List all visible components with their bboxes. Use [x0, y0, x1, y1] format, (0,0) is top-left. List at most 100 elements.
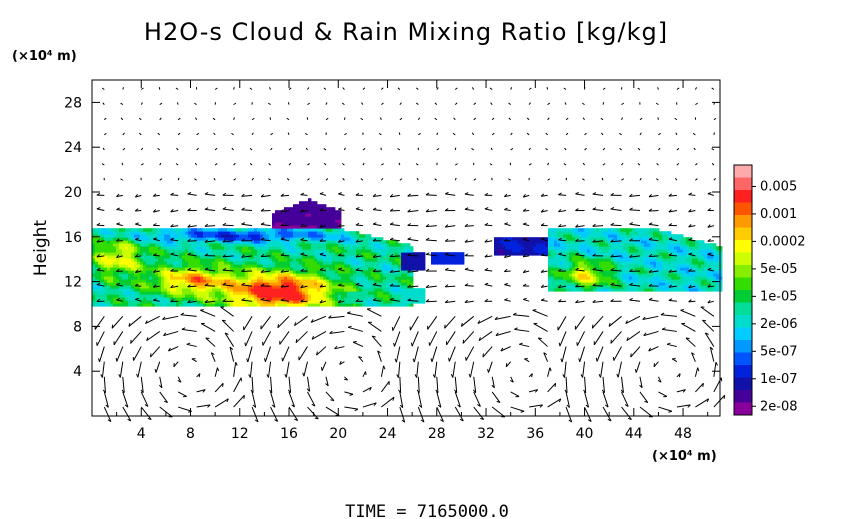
- cloud-cell: [644, 258, 648, 262]
- cloud-cell: [572, 243, 576, 247]
- cloud-cell: [347, 273, 351, 277]
- cloud-cell: [113, 264, 117, 268]
- cloud-cell: [134, 252, 138, 256]
- cloud-cell: [560, 255, 564, 259]
- cloud-cell: [299, 255, 303, 259]
- cloud-cell: [416, 261, 420, 265]
- cloud-cell: [224, 261, 228, 265]
- wind-vector: [452, 361, 456, 378]
- cloud-cell: [146, 273, 150, 277]
- cloud-cell: [377, 297, 381, 301]
- cloud-cell: [662, 264, 666, 268]
- cloud-cell: [251, 264, 255, 268]
- cloud-cell: [356, 246, 360, 250]
- cloud-cell: [119, 288, 123, 292]
- cloud-cell: [380, 258, 384, 262]
- cloud-cell: [620, 255, 624, 259]
- cloud-cell: [233, 294, 237, 298]
- cloud-cell: [101, 255, 105, 259]
- cloud-cell: [281, 282, 285, 286]
- wind-vector: [140, 391, 149, 407]
- cloud-cell: [119, 279, 123, 283]
- wind-vector: [214, 398, 229, 408]
- cloud-cell: [143, 285, 147, 289]
- cloud-cell: [707, 282, 711, 286]
- cloud-cell: [341, 288, 345, 292]
- cloud-cell: [680, 288, 684, 292]
- wind-vector-head: [254, 419, 259, 423]
- cloud-cell: [692, 246, 696, 250]
- cloud-cell: [188, 231, 192, 235]
- cloud-cell: [692, 255, 696, 259]
- cloud-cell: [146, 255, 150, 259]
- cloud-cell: [302, 252, 306, 256]
- cloud-cell: [251, 270, 255, 274]
- wind-vector: [407, 270, 419, 273]
- cloud-cell: [494, 240, 498, 244]
- cloud-cell: [113, 255, 117, 259]
- cloud-cell: [140, 255, 144, 259]
- cloud-cell: [215, 285, 219, 289]
- cloud-cell: [299, 276, 303, 280]
- cloud-cell: [380, 288, 384, 292]
- cloud-cell: [350, 255, 354, 259]
- wind-vector: [300, 253, 308, 257]
- cloud-cell: [251, 279, 255, 283]
- cloud-cell: [551, 234, 555, 238]
- cloud-cell: [164, 288, 168, 292]
- wind-vector-head: [300, 223, 304, 228]
- wind-vector-head: [241, 238, 245, 242]
- wind-vector: [200, 309, 216, 317]
- cloud-cell: [212, 297, 216, 301]
- cloud-cell: [197, 294, 201, 298]
- cloud-cell: [326, 273, 330, 277]
- cloud-cell: [218, 276, 222, 280]
- cloud-cell: [554, 264, 558, 268]
- cloud-cell: [110, 279, 114, 283]
- cloud-cell: [167, 231, 171, 235]
- cloud-cell: [716, 246, 720, 250]
- cloud-cell: [143, 249, 147, 253]
- cloud-cell: [332, 228, 336, 232]
- cloud-cell: [551, 243, 555, 247]
- cloud-cell: [578, 231, 582, 235]
- cloud-cell: [311, 288, 315, 292]
- cloud-cell: [656, 249, 660, 253]
- cloud-cell: [299, 261, 303, 265]
- cloud-cell: [233, 303, 237, 307]
- cloud-cell: [209, 288, 213, 292]
- cloud-cell: [224, 300, 228, 304]
- cloud-cell: [422, 297, 426, 301]
- cloud-cell: [155, 297, 159, 301]
- cloud-cell: [113, 228, 117, 232]
- cloud-cell: [146, 234, 150, 238]
- cloud-cell: [176, 243, 180, 247]
- cloud-cell: [290, 246, 294, 250]
- cloud-cell: [317, 288, 321, 292]
- wind-vector-head: [425, 192, 430, 196]
- wind-vector: [96, 255, 105, 258]
- cloud-cell: [578, 255, 582, 259]
- cloud-cell: [386, 297, 390, 301]
- cloud-cell: [650, 276, 654, 280]
- cloud-cell: [194, 240, 198, 244]
- cloud-cell: [395, 294, 399, 298]
- wind-vector: [116, 209, 123, 211]
- cloud-cell: [551, 276, 555, 280]
- cloud-cell: [374, 261, 378, 265]
- cloud-cell: [230, 291, 234, 295]
- cloud-cell: [713, 264, 717, 268]
- cloud-cell: [209, 303, 213, 307]
- cloud-cell: [308, 204, 312, 208]
- cloud-cell: [113, 273, 117, 277]
- cloud-cell: [260, 291, 264, 295]
- cloud-cell: [245, 270, 249, 274]
- cloud-cell: [359, 243, 363, 247]
- cloud-cell: [362, 288, 366, 292]
- cloud-cell: [530, 246, 534, 250]
- cloud-cell: [503, 252, 507, 256]
- cloud-cell: [539, 249, 543, 253]
- cloud-cell: [185, 228, 189, 232]
- cloud-cell: [416, 297, 420, 301]
- cloud-cell: [311, 201, 315, 205]
